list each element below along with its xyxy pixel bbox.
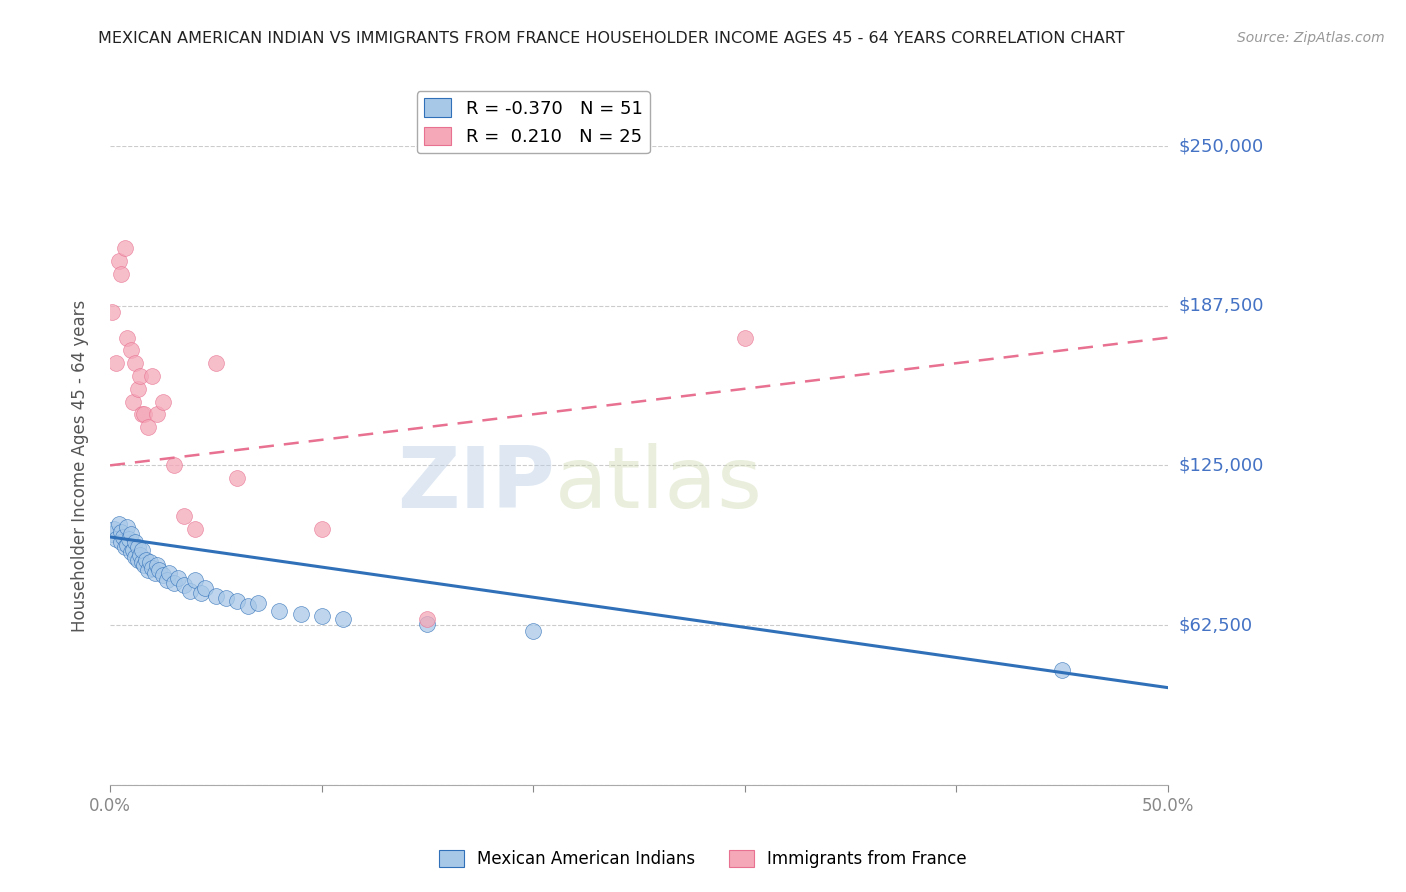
Point: [120, 545, 142, 559]
Point: [120, 343, 142, 358]
Point: [124, 356, 146, 370]
Point: [236, 599, 259, 613]
Point: [148, 563, 170, 577]
Text: $62,500: $62,500: [1178, 616, 1253, 634]
Point: [131, 407, 153, 421]
Point: [522, 624, 544, 639]
Point: [105, 533, 128, 547]
Point: [226, 471, 249, 485]
Point: [416, 616, 439, 631]
Legend: R = -0.370   N = 51, R =  0.210   N = 25: R = -0.370 N = 51, R = 0.210 N = 25: [416, 91, 650, 153]
Point: [110, 524, 132, 539]
Point: [269, 604, 291, 618]
Point: [157, 566, 180, 580]
Point: [183, 522, 205, 536]
Point: [127, 382, 149, 396]
Point: [190, 586, 212, 600]
Point: [131, 556, 153, 570]
Text: ZIP: ZIP: [396, 443, 554, 526]
Point: [179, 583, 201, 598]
Point: [127, 540, 149, 554]
Point: [290, 607, 312, 621]
Text: $187,500: $187,500: [1178, 297, 1264, 315]
Point: [120, 527, 142, 541]
Point: [132, 558, 155, 572]
Text: MEXICAN AMERICAN INDIAN VS IMMIGRANTS FROM FRANCE HOUSEHOLDER INCOME AGES 45 - 6: MEXICAN AMERICAN INDIAN VS IMMIGRANTS FR…: [98, 31, 1125, 46]
Point: [135, 553, 157, 567]
Point: [103, 522, 125, 536]
Point: [205, 356, 228, 370]
Point: [194, 581, 217, 595]
Point: [183, 574, 205, 588]
Point: [166, 571, 188, 585]
Text: $125,000: $125,000: [1178, 457, 1264, 475]
Point: [110, 267, 132, 281]
Point: [145, 407, 167, 421]
Point: [128, 548, 150, 562]
Text: $250,000: $250,000: [1178, 137, 1264, 155]
Point: [124, 535, 146, 549]
Text: Source: ZipAtlas.com: Source: ZipAtlas.com: [1237, 31, 1385, 45]
Point: [110, 535, 132, 549]
Point: [115, 519, 138, 533]
Point: [734, 331, 756, 345]
Point: [311, 609, 333, 624]
Point: [118, 533, 141, 547]
Point: [152, 394, 174, 409]
Point: [173, 509, 195, 524]
Point: [143, 566, 166, 580]
Point: [122, 394, 145, 409]
Point: [136, 420, 159, 434]
Point: [127, 553, 149, 567]
Point: [107, 517, 129, 532]
Point: [311, 522, 333, 536]
Point: [114, 241, 136, 255]
Point: [101, 305, 124, 319]
Point: [205, 589, 228, 603]
Point: [332, 612, 354, 626]
Point: [226, 594, 249, 608]
Point: [128, 368, 150, 383]
Point: [105, 356, 128, 370]
Point: [132, 407, 155, 421]
Point: [124, 550, 146, 565]
Point: [141, 368, 163, 383]
Point: [141, 560, 163, 574]
Point: [156, 574, 179, 588]
Legend: Mexican American Indians, Immigrants from France: Mexican American Indians, Immigrants fro…: [433, 843, 973, 875]
Text: atlas: atlas: [554, 443, 762, 526]
Point: [111, 530, 134, 544]
Point: [115, 331, 138, 345]
Point: [173, 578, 195, 592]
Point: [1052, 663, 1074, 677]
Point: [215, 591, 238, 606]
Point: [152, 568, 174, 582]
Y-axis label: Householder Income Ages 45 - 64 years: Householder Income Ages 45 - 64 years: [72, 299, 89, 632]
Point: [131, 542, 153, 557]
Point: [139, 556, 162, 570]
Point: [136, 563, 159, 577]
Point: [162, 458, 184, 473]
Point: [145, 558, 167, 572]
Point: [162, 575, 184, 590]
Point: [101, 527, 124, 541]
Point: [107, 254, 129, 268]
Point: [122, 542, 145, 557]
Point: [416, 612, 439, 626]
Point: [247, 596, 270, 610]
Point: [115, 538, 138, 552]
Point: [114, 540, 136, 554]
